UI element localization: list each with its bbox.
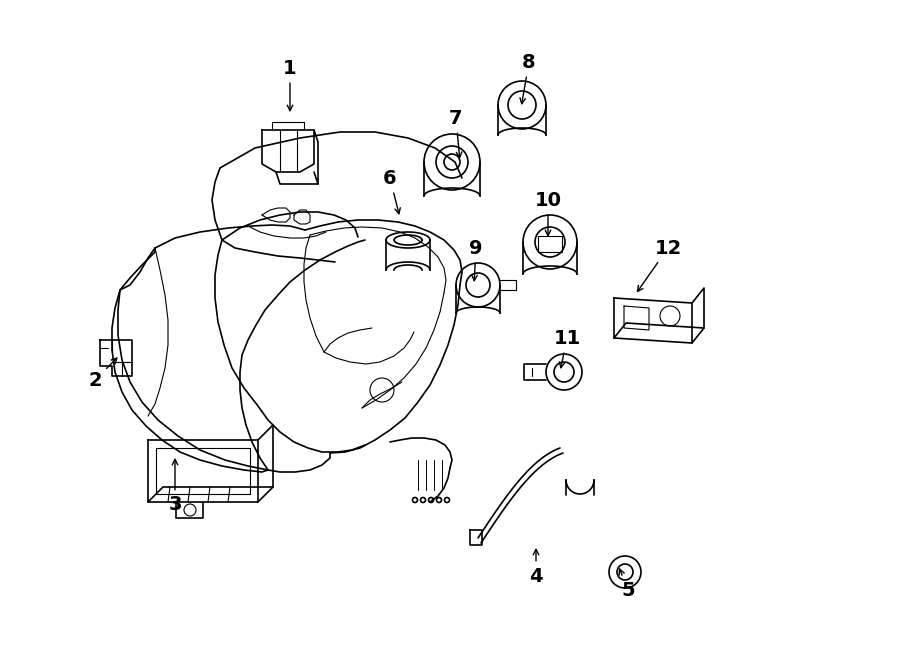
Text: 12: 12 [637, 239, 681, 292]
Text: 6: 6 [383, 169, 400, 214]
Circle shape [436, 498, 442, 502]
Text: 1: 1 [284, 59, 297, 110]
Text: 10: 10 [535, 190, 562, 236]
Text: 8: 8 [520, 52, 536, 104]
Circle shape [428, 498, 434, 502]
Text: 4: 4 [529, 549, 543, 586]
Circle shape [412, 498, 418, 502]
Circle shape [420, 498, 426, 502]
Text: 5: 5 [619, 569, 634, 600]
Text: 9: 9 [469, 239, 482, 281]
Text: 11: 11 [554, 329, 580, 368]
Text: 2: 2 [88, 358, 117, 389]
Text: 7: 7 [449, 108, 463, 158]
Circle shape [445, 498, 449, 502]
Text: 3: 3 [168, 459, 182, 514]
